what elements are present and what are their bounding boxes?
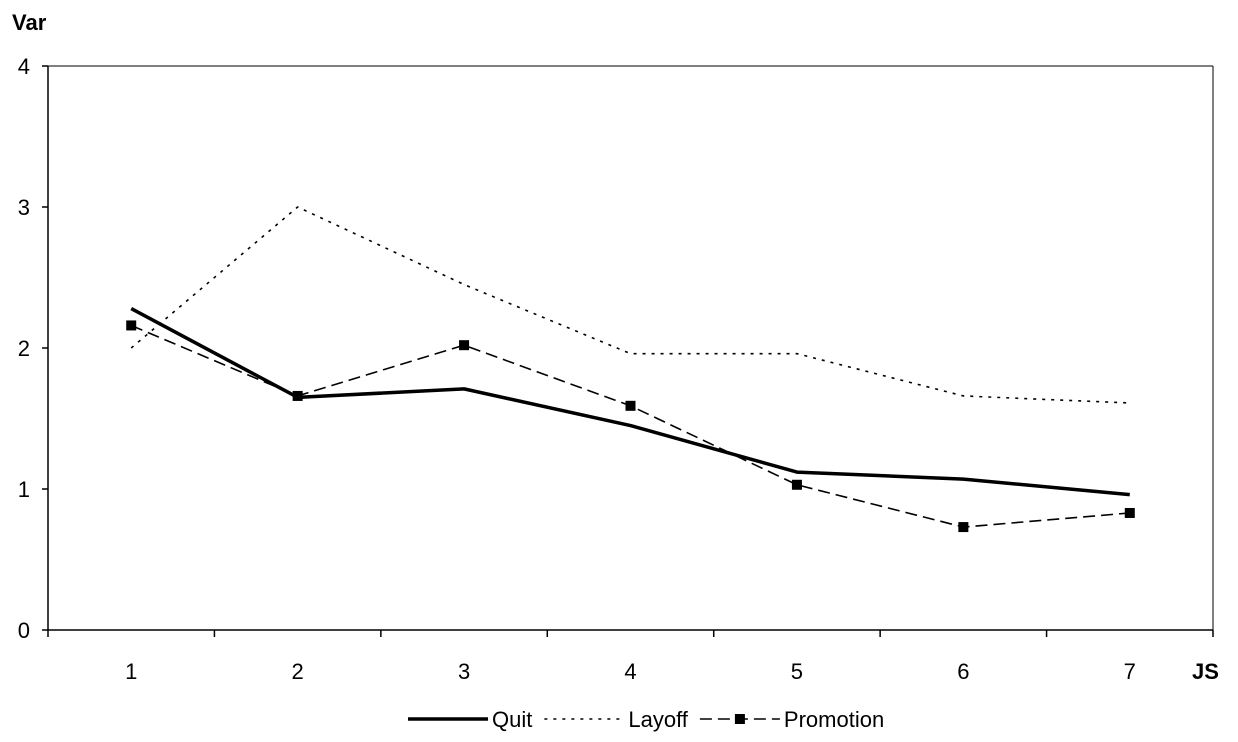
legend-label: Promotion bbox=[784, 707, 884, 732]
data-point-promotion bbox=[126, 320, 137, 331]
legend-marker bbox=[734, 714, 745, 724]
x-tick-label: 3 bbox=[458, 659, 470, 684]
series-layer bbox=[126, 206, 1135, 533]
legend-item-quit: Quit bbox=[408, 707, 532, 732]
x-tick-label: 7 bbox=[1124, 659, 1136, 684]
data-point-promotion bbox=[1124, 507, 1135, 518]
y-tick-label: 1 bbox=[18, 477, 30, 502]
x-tick-label: 4 bbox=[624, 659, 636, 684]
legend-item-layoff: Layoff bbox=[544, 707, 689, 732]
y-axis-title: Var bbox=[12, 10, 47, 35]
data-point-promotion bbox=[459, 340, 470, 351]
x-tick-label: 2 bbox=[292, 659, 304, 684]
legend: Quit Layoff Promotion bbox=[408, 707, 884, 732]
data-point-promotion bbox=[625, 400, 636, 411]
y-tick-label: 4 bbox=[18, 54, 30, 79]
legend-label: Layoff bbox=[628, 707, 688, 732]
axes-layer bbox=[47, 65, 1214, 631]
y-tick-label: 2 bbox=[18, 336, 30, 361]
legend-label: Quit bbox=[492, 707, 532, 732]
x-tick-label: 1 bbox=[125, 659, 137, 684]
legend-item-promotion: Promotion bbox=[699, 707, 884, 732]
series-promotion bbox=[126, 320, 1135, 533]
x-axis-title: JS bbox=[1192, 659, 1219, 684]
y-tick-label: 0 bbox=[18, 618, 30, 643]
x-tick-label: 6 bbox=[957, 659, 969, 684]
data-point-promotion bbox=[791, 479, 802, 490]
series-layoff bbox=[130, 206, 1130, 404]
series-line-layoff bbox=[130, 206, 1130, 404]
ticks-layer: 0 1 2 3 4 1 2 3 4 5 6 7 bbox=[18, 54, 1214, 684]
data-point-promotion bbox=[292, 390, 303, 401]
x-tick-label: 5 bbox=[791, 659, 803, 684]
data-point-promotion bbox=[958, 522, 969, 533]
y-tick-label: 3 bbox=[18, 195, 30, 220]
